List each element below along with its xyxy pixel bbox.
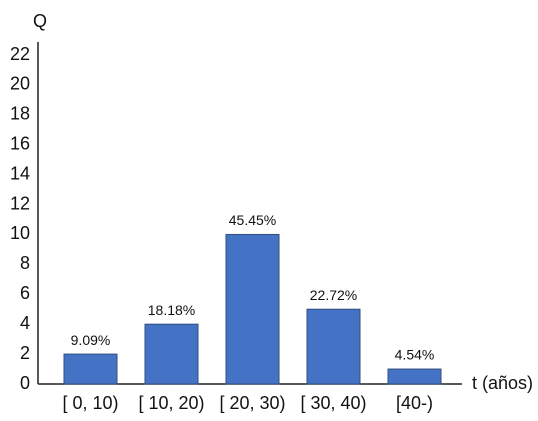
y-tick-label: 10 (10, 223, 30, 243)
y-tick-label: 14 (10, 163, 30, 183)
bar (144, 323, 199, 385)
x-tick-label: [ 20, 30) (219, 393, 285, 413)
x-tick-label: [ 30, 40) (300, 393, 366, 413)
x-tick-label: [40-) (396, 393, 433, 413)
bar (225, 233, 280, 385)
y-tick-label: 4 (20, 313, 30, 333)
percent-label: 45.45% (229, 212, 276, 228)
y-tick-label: 12 (10, 193, 30, 213)
y-tick-label: 8 (20, 253, 30, 273)
y-tick-label: 16 (10, 133, 30, 153)
bar (387, 368, 442, 385)
y-tick-label: 18 (10, 104, 30, 124)
bar (63, 353, 118, 385)
y-tick-label: 6 (20, 283, 30, 303)
percent-label: 9.09% (71, 332, 111, 348)
x-axis-label: t (años) (472, 373, 533, 393)
percent-label: 18.18% (148, 302, 195, 318)
x-tick-label: [ 10, 20) (138, 393, 204, 413)
y-axis-label: Q (33, 11, 47, 31)
y-tick-label: 0 (20, 373, 30, 393)
bar (306, 308, 361, 385)
x-tick-label: [ 0, 10) (62, 393, 118, 413)
y-tick-label: 22 (10, 44, 30, 64)
percent-label: 22.72% (310, 287, 357, 303)
y-tick-label: 20 (10, 74, 30, 94)
percent-label: 4.54% (395, 347, 435, 363)
y-tick-label: 2 (20, 343, 30, 363)
